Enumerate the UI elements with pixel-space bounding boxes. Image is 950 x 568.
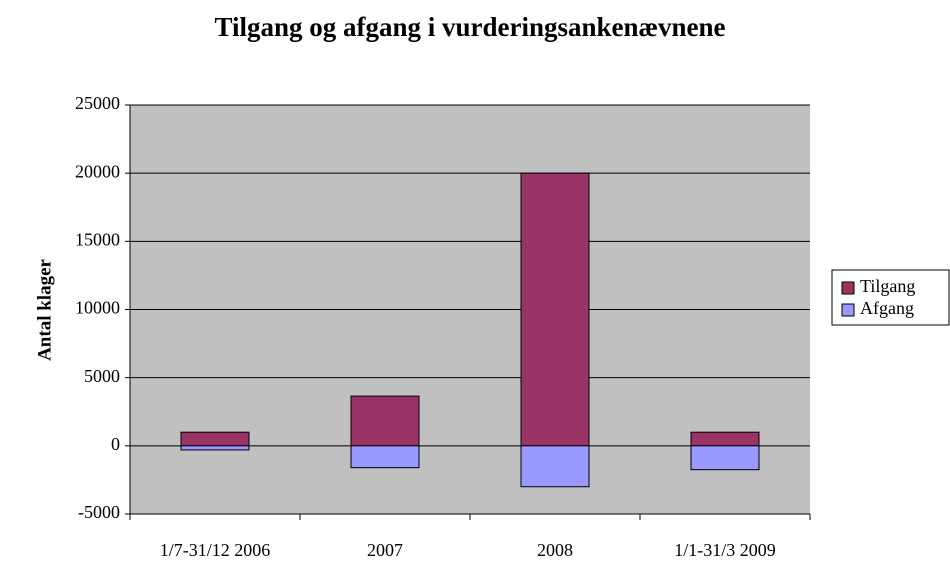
y-tick-label: 10000 <box>75 298 120 318</box>
bar <box>690 445 760 471</box>
legend-label: Tilgang <box>860 276 915 296</box>
bar <box>180 431 250 447</box>
bar <box>690 431 760 447</box>
y-axis-label: Antal klager <box>34 259 55 361</box>
y-tick-label: 25000 <box>75 93 120 113</box>
y-tick-label: 15000 <box>75 229 120 249</box>
x-tick-label: 1/1-31/3 2009 <box>674 540 776 560</box>
legend-label: Afgang <box>860 298 914 318</box>
bar <box>520 172 590 447</box>
chart-title: Tilgang og afgang i vurderingsankenævnen… <box>214 12 725 42</box>
y-tick-label: -5000 <box>78 502 120 522</box>
x-tick-label: 1/7-31/12 2006 <box>160 540 271 560</box>
y-tick-label: 5000 <box>84 366 120 386</box>
bar <box>350 395 420 447</box>
y-tick-label: 20000 <box>75 161 120 181</box>
bar <box>520 445 590 488</box>
legend-swatch <box>841 281 855 295</box>
x-tick-label: 2007 <box>367 540 403 560</box>
bar <box>180 445 250 451</box>
legend-swatch <box>841 303 855 317</box>
y-tick-label: 0 <box>111 434 120 454</box>
bar <box>350 445 420 469</box>
x-tick-label: 2008 <box>537 540 573 560</box>
